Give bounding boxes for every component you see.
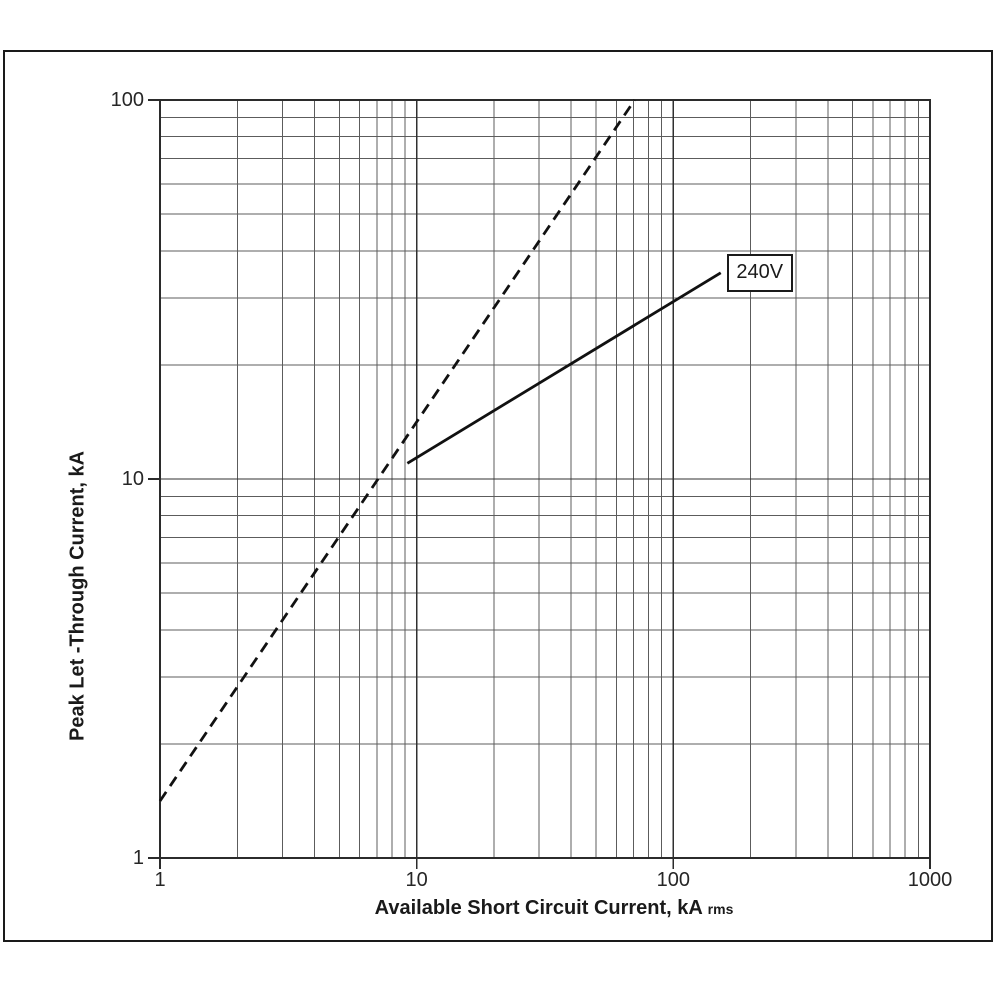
x-tick-label: 100: [656, 869, 691, 891]
x-tick-label: 10: [405, 869, 428, 891]
x-tick-label: 1: [154, 869, 166, 891]
y-tick-label: 1: [132, 847, 144, 869]
x-tick-label: 1000: [907, 869, 953, 891]
curve-label-box: 240V: [726, 253, 793, 292]
series-line-let-through-240v: [406, 271, 722, 465]
curve-label-text: 240V: [736, 261, 784, 284]
y-tick-label: 100: [110, 89, 144, 111]
x-axis-title: Available Short Circuit Current, kA rms: [375, 897, 734, 920]
y-tick-label: 10: [121, 468, 144, 490]
y-axis-title: Peak Let -Through Current, kA: [66, 450, 89, 742]
series-line-prospective-peak-reference: [158, 99, 636, 802]
x-axis-title-subscript: rms: [707, 901, 734, 917]
x-axis-title-text: Available Short Circuit Current, kA: [374, 897, 703, 919]
